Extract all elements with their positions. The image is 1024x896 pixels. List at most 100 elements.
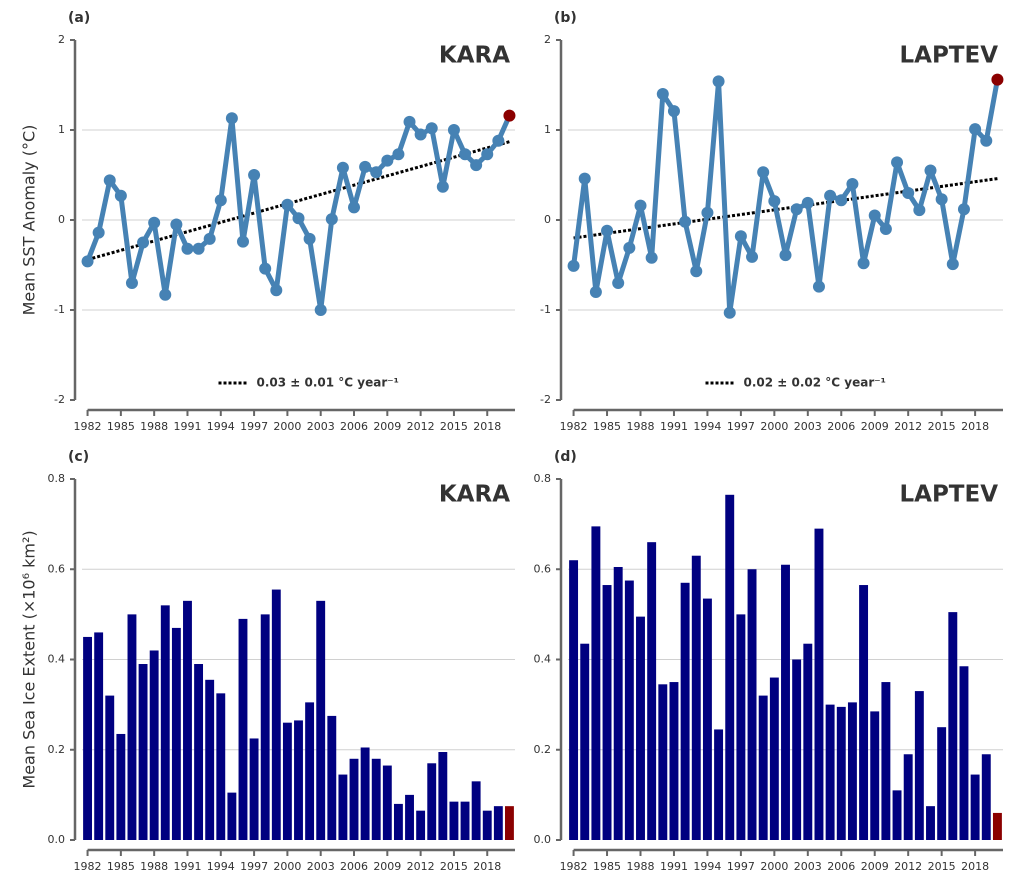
bar (736, 614, 746, 840)
bar (914, 691, 924, 840)
data-point (857, 257, 870, 270)
data-point (746, 250, 759, 263)
bar (903, 754, 913, 840)
x-tick-label: 1985 (593, 420, 621, 433)
bar (624, 580, 634, 840)
data-point (924, 164, 937, 177)
bar (636, 616, 645, 840)
x-tick-label: 1994 (693, 860, 721, 873)
bar (271, 589, 281, 840)
data-point (81, 255, 94, 268)
x-tick-label: 1997 (240, 860, 268, 873)
x-tick-label: 1988 (627, 860, 655, 873)
y-tick-label: 0.4 (48, 653, 66, 666)
x-tick-label: 1994 (207, 860, 235, 873)
bar (382, 765, 392, 840)
bar (493, 806, 503, 840)
bar (205, 679, 215, 840)
bar (294, 720, 303, 840)
panel-label: (d) (554, 449, 577, 465)
y-tick-label: 0.6 (48, 562, 66, 575)
x-tick-label: 2006 (340, 860, 368, 873)
x-tick-label: 1991 (173, 420, 201, 433)
y-tick-label: 0 (544, 213, 551, 226)
x-tick-label: 2003 (307, 420, 335, 433)
data-point (790, 203, 803, 216)
x-tick-label: 2003 (794, 420, 822, 433)
data-point (601, 224, 614, 237)
x-tick-label: 2000 (273, 420, 301, 433)
x-tick-label: 1982 (74, 860, 102, 873)
x-tick-label: 1997 (727, 860, 755, 873)
panel-title: KARA (439, 482, 510, 508)
bar (602, 585, 612, 840)
data-point (103, 174, 116, 187)
x-tick-label: 1985 (107, 420, 135, 433)
bar (926, 806, 935, 840)
data-point (980, 134, 993, 147)
data-point (270, 284, 283, 297)
data-point (425, 122, 438, 135)
bar (948, 612, 958, 840)
data-point (248, 169, 261, 181)
y-tick-label: -1 (540, 303, 551, 316)
bar (970, 774, 980, 840)
x-tick-label: 2012 (407, 420, 435, 433)
bar (427, 763, 437, 840)
data-point (225, 112, 238, 125)
bar (405, 794, 414, 840)
x-tick-label: 2015 (928, 860, 956, 873)
bar (691, 555, 701, 840)
y-tick-label: 0.0 (534, 833, 552, 846)
x-tick-label: 1982 (74, 420, 102, 433)
panel-title: LAPTEV (899, 43, 998, 69)
data-point (679, 215, 692, 228)
bar (338, 774, 348, 840)
y-tick-label: 0.6 (534, 562, 552, 575)
bar (249, 738, 259, 840)
panel-title: LAPTEV (899, 482, 998, 508)
x-tick-label: 1988 (140, 420, 168, 433)
bar (702, 598, 712, 840)
x-tick-label: 1988 (627, 420, 655, 433)
y-tick-label: 2 (58, 33, 65, 46)
bar (127, 614, 137, 840)
bar (613, 566, 623, 840)
x-tick-label: 2015 (440, 420, 468, 433)
data-point (492, 134, 505, 147)
data-point (459, 148, 472, 161)
data-point (192, 242, 205, 255)
bar (792, 659, 802, 840)
data-point (392, 148, 405, 161)
bar (669, 682, 679, 840)
bar (349, 758, 359, 840)
bar (859, 585, 869, 840)
data-point (137, 236, 150, 249)
bar (393, 803, 403, 840)
data-point (824, 189, 837, 202)
data-point (203, 232, 216, 245)
data-point (578, 172, 591, 185)
data-point (846, 178, 859, 190)
data-point (403, 115, 416, 128)
y-tick-label: -2 (540, 393, 551, 406)
data-point (634, 199, 647, 212)
data-point (214, 194, 227, 207)
bar (580, 643, 590, 840)
bar (305, 702, 315, 840)
data-point (436, 180, 449, 193)
x-tick-label: 2015 (440, 860, 468, 873)
bar (814, 528, 824, 840)
bar (371, 758, 381, 840)
y-tick-label: 0.8 (48, 472, 66, 485)
data-point (913, 204, 926, 217)
bar (747, 569, 757, 840)
y-tick-label: 0.0 (48, 833, 66, 846)
bar (449, 801, 459, 840)
y-tick-label: 1 (58, 123, 65, 136)
bar (438, 752, 448, 840)
bar (981, 754, 991, 840)
bar (505, 806, 514, 840)
legend-label: 0.03 ± 0.01 °C year⁻¹ (257, 376, 399, 390)
